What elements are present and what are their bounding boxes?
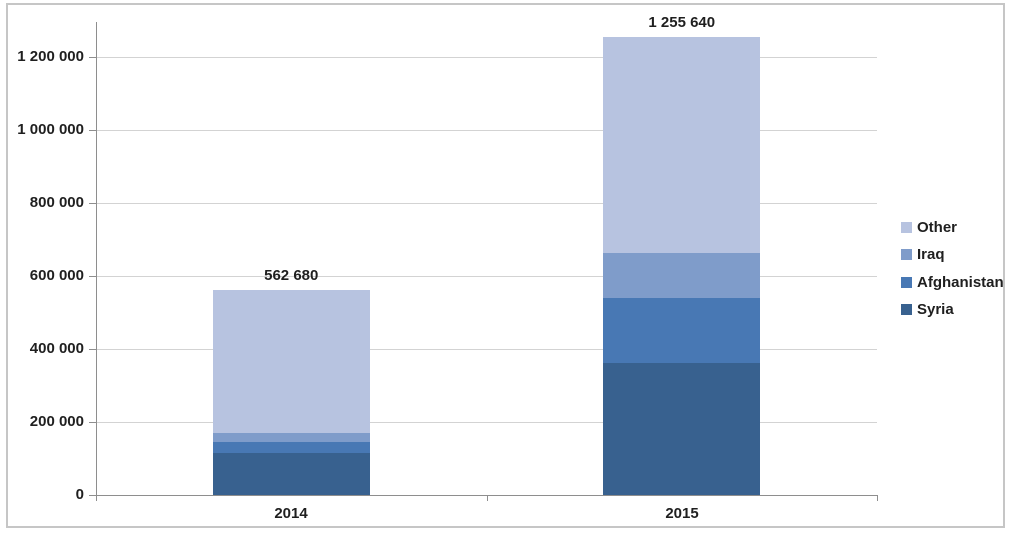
y-axis-tick xyxy=(89,57,97,58)
legend-label-afghanistan: Afghanistan xyxy=(917,273,1004,291)
y-gridline xyxy=(97,276,877,277)
bar-total-label-2015: 1 255 640 xyxy=(648,13,716,31)
bar-2015-segment-other xyxy=(603,36,761,254)
y-axis-tick xyxy=(89,422,97,423)
legend-item-other: Other xyxy=(901,217,1004,237)
x-category-label-2014: 2014 xyxy=(274,505,308,522)
legend-swatch-other xyxy=(901,221,912,233)
bar-2014-segment-afghanistan xyxy=(212,442,370,453)
x-axis-tick xyxy=(486,495,488,501)
y-axis-tick xyxy=(89,276,97,277)
x-axis-line xyxy=(96,495,878,496)
bar-2014-segment-syria xyxy=(212,453,370,495)
y-axis-tick xyxy=(89,203,97,204)
y-gridline xyxy=(97,130,877,131)
legend: Other Iraq Afghanistan Syria xyxy=(901,217,1004,327)
bar-total-label-2014: 562 680 xyxy=(264,266,319,284)
y-tick-label: 800 000 xyxy=(29,194,84,211)
y-axis-line xyxy=(96,22,97,495)
bar-2014-segment-iraq xyxy=(212,432,370,443)
y-tick-label: 400 000 xyxy=(29,340,84,357)
y-gridline xyxy=(97,349,877,350)
y-gridline xyxy=(97,57,877,58)
y-gridline xyxy=(97,422,877,423)
legend-label-syria: Syria xyxy=(917,301,954,318)
chart-frame xyxy=(6,3,1005,528)
legend-label-iraq: Iraq xyxy=(917,246,945,263)
x-axis-tick xyxy=(877,495,878,501)
y-tick-label: 200 000 xyxy=(29,413,84,430)
y-tick-label: 1 200 000 xyxy=(17,48,84,65)
y-gridline xyxy=(97,203,877,204)
bar-2015-segment-iraq xyxy=(603,253,761,298)
legend-item-syria: Syria xyxy=(901,300,1004,320)
legend-swatch-afghanistan xyxy=(901,276,912,288)
y-tick-label: 0 xyxy=(75,486,84,503)
y-tick-label: 600 000 xyxy=(29,267,84,284)
bar-2015-segment-afghanistan xyxy=(603,297,761,363)
legend-item-iraq: Iraq xyxy=(901,245,1004,265)
x-axis-tick xyxy=(96,495,97,501)
y-axis-tick xyxy=(89,130,97,131)
legend-label-other: Other xyxy=(917,218,958,236)
bar-2015-segment-syria xyxy=(603,362,761,495)
legend-swatch-syria xyxy=(901,304,912,315)
bar-2014-segment-other xyxy=(212,289,370,433)
y-axis-tick xyxy=(89,349,97,350)
legend-swatch-iraq xyxy=(901,249,912,260)
y-axis-tick xyxy=(89,495,97,496)
legend-item-afghanistan: Afghanistan xyxy=(901,272,1004,292)
y-tick-label: 1 000 000 xyxy=(17,121,84,138)
x-category-label-2015: 2015 xyxy=(665,505,699,522)
